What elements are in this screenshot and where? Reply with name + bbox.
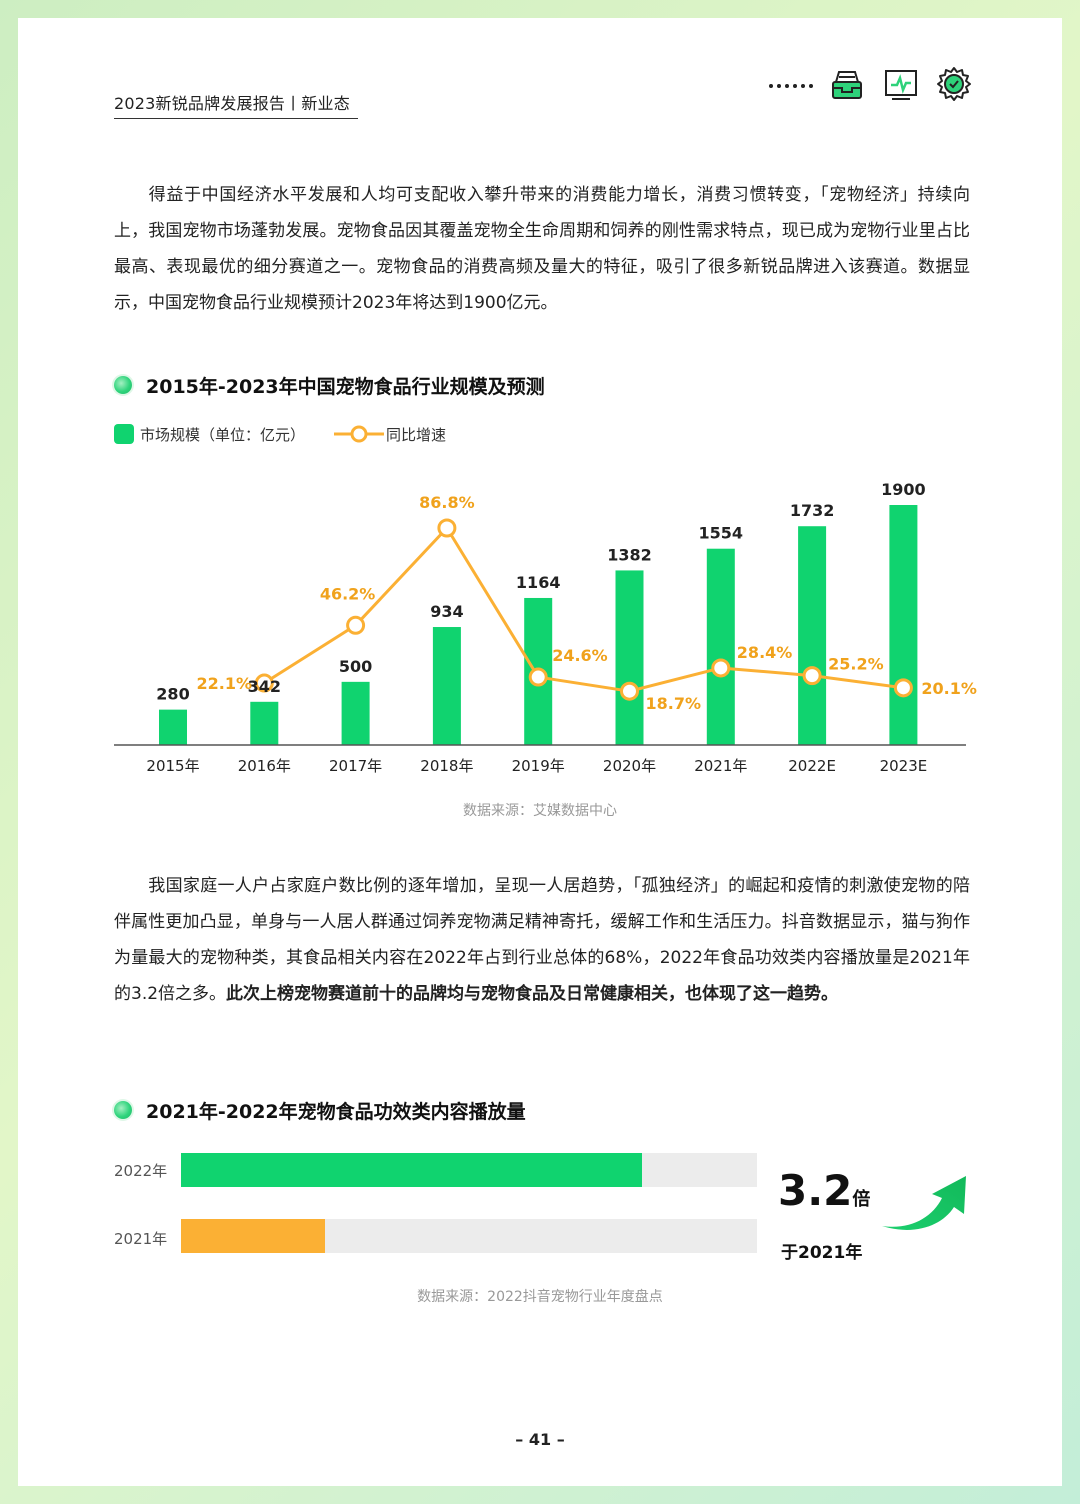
legend-bar-swatch bbox=[114, 424, 134, 444]
legend-bar-label: 市场规模（单位：亿元） bbox=[140, 426, 306, 444]
bar-value-label: 934 bbox=[430, 602, 463, 621]
x-tick-label: 2022E bbox=[788, 757, 836, 775]
growth-rate-line bbox=[263, 526, 904, 693]
multiplier-callout: 3.2倍 bbox=[778, 1166, 870, 1215]
title-bullet-icon bbox=[114, 1101, 132, 1119]
x-tick-label: 2016年 bbox=[238, 757, 291, 775]
x-tick-label: 2018年 bbox=[420, 757, 473, 775]
multiplier-value: 3.2 bbox=[778, 1166, 853, 1215]
bar-7 bbox=[798, 526, 827, 745]
report-page: 2023新锐品牌发展报告丨新业态 得益于中国经济水平发展和人均可支配收入攀升带来… bbox=[18, 18, 1062, 1486]
bar-0 bbox=[159, 709, 187, 745]
chart2-source: 数据来源：2022抖音宠物行业年度盘点 bbox=[417, 1289, 663, 1305]
bar-value-label: 280 bbox=[156, 685, 189, 704]
growth-point bbox=[620, 681, 639, 701]
market-size-chart: 280 2015年 342 2016年 500 2017年 934 2018年 1164 2019… bbox=[114, 480, 977, 775]
growth-rate-label: 25.2% bbox=[828, 655, 884, 674]
bar-8 bbox=[889, 505, 918, 745]
growth-rate-label: 22.1% bbox=[197, 674, 253, 693]
bar-3 bbox=[432, 627, 461, 745]
growth-rate-label: 86.8% bbox=[419, 493, 475, 512]
multiplier-subtext: 于2021年 bbox=[781, 1243, 863, 1263]
growth-point bbox=[254, 673, 274, 693]
growth-point bbox=[346, 615, 366, 635]
bar-value-label: 1382 bbox=[607, 545, 652, 564]
bar-6 bbox=[706, 548, 735, 745]
growth-point bbox=[437, 518, 457, 538]
legend-line-swatch bbox=[334, 425, 384, 443]
hbar-fill-2021 bbox=[181, 1219, 325, 1253]
chart1-title-text: 2015年-2023年中国宠物食品行业规模及预测 bbox=[146, 376, 545, 398]
monitor-chart-icon bbox=[885, 70, 917, 100]
hbar-track-2021 bbox=[181, 1219, 757, 1253]
legend-line-label: 同比增速 bbox=[386, 426, 447, 444]
growth-rate-label: 20.1% bbox=[921, 679, 977, 698]
body-paragraph-highlight: 此次上榜宠物赛道前十的品牌均与宠物食品及日常健康相关，也体现了这一趋势。 bbox=[226, 984, 839, 1004]
growth-point bbox=[802, 666, 822, 686]
header-underline bbox=[114, 118, 358, 119]
multiplier-unit: 倍 bbox=[852, 1189, 871, 1210]
bar-1 bbox=[250, 701, 279, 745]
bar-value-label: 1732 bbox=[790, 501, 835, 520]
growth-arrow-icon bbox=[882, 1176, 966, 1230]
bar-2 bbox=[341, 681, 370, 745]
intro-paragraph-text: 得益于中国经济水平发展和人均可支配收入攀升带来的消费能力增长，消费习惯转变，「宠… bbox=[114, 185, 970, 313]
growth-point bbox=[893, 678, 913, 698]
body-paragraph: 我国家庭一人户占家庭户数比例的逐年增加，呈现一人居趋势，「孤独经济」的崛起和疫情… bbox=[114, 868, 970, 1012]
gear-check-icon bbox=[937, 67, 971, 101]
bar-value-label: 500 bbox=[339, 657, 372, 676]
bar-value-label: 1554 bbox=[699, 524, 744, 543]
dots-icon bbox=[769, 84, 813, 88]
intro-paragraph: 得益于中国经济水平发展和人均可支配收入攀升带来的消费能力增长，消费习惯转变，「宠… bbox=[114, 177, 970, 321]
x-tick-label: 2023E bbox=[880, 757, 928, 775]
title-bullet-icon bbox=[114, 376, 132, 394]
header-title: 2023新锐品牌发展报告丨新业态 bbox=[114, 94, 350, 113]
growth-rate-label: 28.4% bbox=[737, 643, 793, 662]
body-paragraph-text: 我国家庭一人户占家庭户数比例的逐年增加，呈现一人居趋势，「孤独经济」的崛起和疫情… bbox=[114, 876, 970, 1004]
x-tick-label: 2020年 bbox=[603, 757, 656, 775]
x-tick-label: 2019年 bbox=[512, 757, 565, 775]
growth-rate-label: 46.2% bbox=[320, 584, 376, 603]
bar-value-label: 342 bbox=[248, 677, 281, 696]
hbar-label-2021: 2021年 bbox=[114, 1230, 168, 1248]
hbar-fill-2022 bbox=[181, 1153, 642, 1187]
growth-rate-label: 18.7% bbox=[646, 694, 702, 713]
chart2-title-text: 2021年-2022年宠物食品功效类内容播放量 bbox=[146, 1101, 526, 1123]
x-tick-label: 2017年 bbox=[329, 757, 382, 775]
bar-5 bbox=[615, 570, 644, 745]
chart1-source: 数据来源：艾媒数据中心 bbox=[463, 803, 617, 819]
hbar-track-2022 bbox=[181, 1153, 757, 1187]
page-number: – 41 – bbox=[515, 1430, 565, 1449]
growth-point bbox=[528, 667, 548, 687]
growth-point bbox=[711, 658, 731, 678]
x-tick-label: 2015年 bbox=[146, 757, 199, 775]
x-tick-label: 2021年 bbox=[694, 757, 747, 775]
inbox-tray-icon bbox=[832, 71, 862, 99]
growth-rate-label: 24.6% bbox=[552, 646, 608, 665]
bar-value-label: 1900 bbox=[881, 480, 926, 499]
hbar-label-2022: 2022年 bbox=[114, 1162, 168, 1180]
bar-value-label: 1164 bbox=[516, 573, 561, 592]
